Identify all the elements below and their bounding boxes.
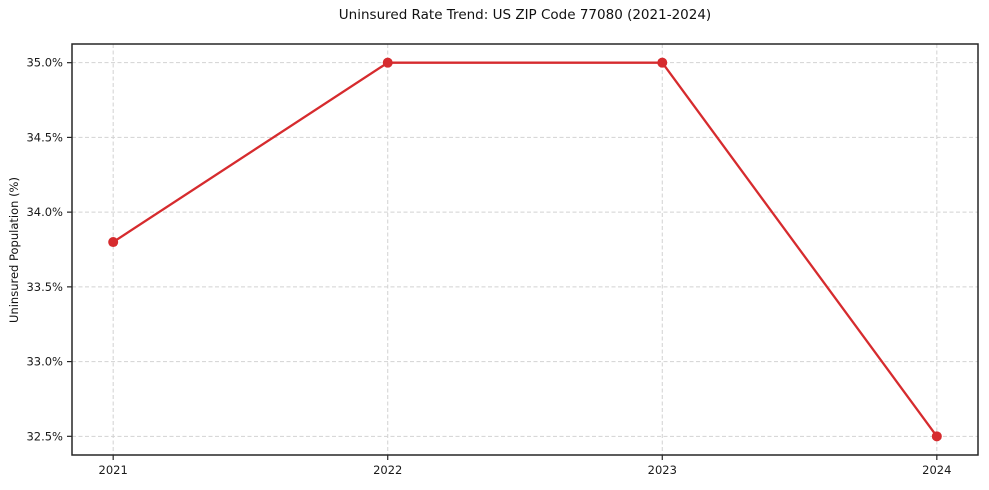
y-tick-label: 35.0% bbox=[26, 56, 63, 70]
plot-border bbox=[71, 43, 979, 456]
y-tick-label: 33.5% bbox=[26, 280, 63, 294]
x-tick-label: 2022 bbox=[373, 463, 402, 477]
x-tick-label: 2024 bbox=[922, 463, 951, 477]
data-point bbox=[108, 237, 119, 248]
chart-title: Uninsured Rate Trend: US ZIP Code 77080 … bbox=[338, 7, 712, 23]
data-point bbox=[657, 57, 668, 68]
data-point bbox=[382, 57, 393, 68]
y-tick-label: 32.5% bbox=[26, 429, 63, 443]
y-tick-label: 34.0% bbox=[26, 205, 63, 219]
data-point bbox=[931, 431, 942, 442]
trend-line bbox=[112, 61, 938, 438]
x-tick-label: 2021 bbox=[99, 463, 128, 477]
x-tick-label: 2023 bbox=[648, 463, 677, 477]
y-tick-label: 34.5% bbox=[26, 130, 63, 144]
y-tick-label: 33.0% bbox=[26, 355, 63, 369]
